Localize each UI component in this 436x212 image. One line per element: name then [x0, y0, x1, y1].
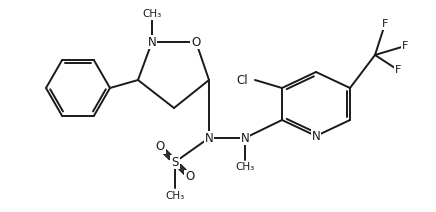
Text: CH₃: CH₃ [235, 162, 255, 172]
Text: F: F [395, 65, 401, 75]
Text: F: F [382, 19, 388, 29]
Text: F: F [402, 41, 408, 51]
Text: N: N [148, 35, 157, 49]
Text: O: O [185, 170, 194, 184]
Text: Cl: Cl [236, 74, 248, 86]
Text: N: N [312, 130, 320, 142]
Text: O: O [155, 141, 165, 153]
Text: N: N [241, 131, 249, 145]
Text: S: S [171, 155, 179, 169]
Text: O: O [191, 35, 201, 49]
Text: N: N [204, 131, 213, 145]
Text: CH₃: CH₃ [143, 9, 162, 19]
Text: CH₃: CH₃ [165, 191, 184, 201]
